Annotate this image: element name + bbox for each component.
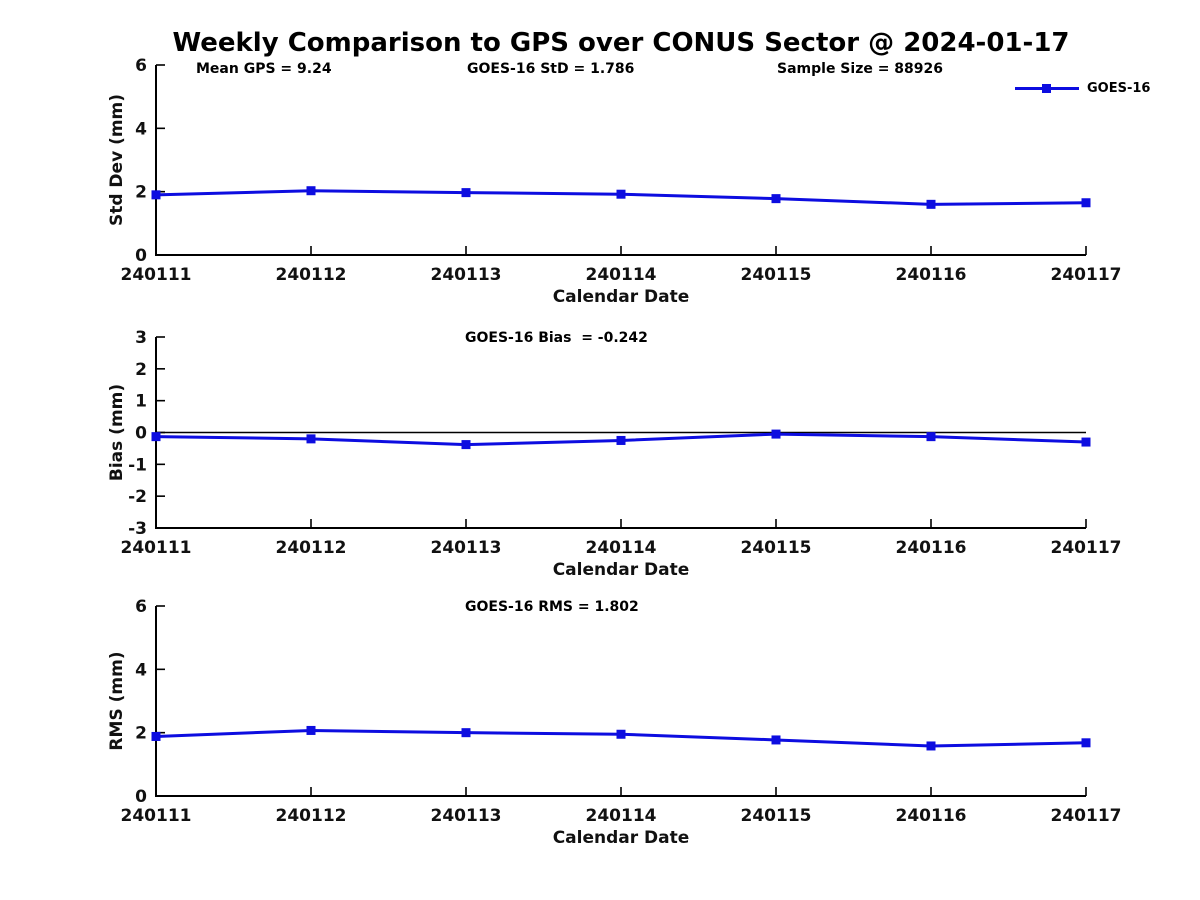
annotation-sample-size: Sample Size = 88926 [777,61,944,77]
annotation-goes16-std: GOES-16 StD = 1.786 [467,61,635,77]
y-tick-label: 3 [135,328,147,348]
data-point-marker [151,190,161,200]
data-point-marker [926,432,936,442]
data-point-marker [1081,738,1091,748]
data-point-marker [771,194,781,204]
y-tick-label: 2 [135,360,147,380]
data-point-marker [771,429,781,439]
y-tick-label: 6 [135,56,147,76]
data-point-marker [1081,437,1091,447]
chart-title: Weekly Comparison to GPS over CONUS Sect… [172,28,1070,58]
x-tick-label: 240116 [896,265,967,285]
y-tick-label: -1 [128,455,147,475]
subplot-1: 0 2 4 6 240111 240112 240113 240114 240115 240116… [107,56,1121,307]
data-point-marker [461,188,471,198]
x-tick-label: 240114 [586,265,657,285]
subplot-2: -3 -2 -1 0 1 2 3 240111 240112 240113 240114 240115… [107,328,1121,580]
data-point-marker [616,435,626,445]
x-tick-label: 240112 [276,806,347,826]
y-tick-label: 0 [135,787,147,807]
data-point-marker [926,741,936,751]
x-axis-label: Calendar Date [553,287,690,307]
data-point-marker [151,731,161,741]
legend-line-sample-icon [1015,83,1079,93]
x-tick-label: 240111 [121,265,192,285]
axis-lines [155,606,1086,797]
data-point-marker [926,199,936,209]
data-point-marker [306,434,316,444]
data-point-marker [1081,198,1091,208]
y-tick-label: 2 [135,724,147,744]
legend-label: GOES-16 [1087,80,1151,96]
x-tick-label: 240113 [431,265,502,285]
data-point-marker [306,725,316,735]
x-axis-label: Calendar Date [553,828,690,848]
x-tick-label: 240117 [1051,538,1122,558]
y-axis-label: Std Dev (mm) [107,94,127,226]
x-tick-label: 240114 [586,538,657,558]
annotation-goes16-bias: GOES-16 Bias = -0.242 [465,330,648,346]
x-tick-label: 240112 [276,538,347,558]
x-tick-label: 240113 [431,806,502,826]
data-point-marker [616,729,626,739]
x-tick-label: 240113 [431,538,502,558]
subplot-3: 0 2 4 6 240111 240112 240113 240114 240115 240116… [107,597,1121,848]
x-tick-label: 240117 [1051,806,1122,826]
y-axis-label: Bias (mm) [107,384,127,481]
x-axis-label: Calendar Date [553,560,690,580]
annotation-mean-gps: Mean GPS = 9.24 [196,61,332,77]
legend-square-marker-icon [1042,83,1051,93]
y-tick-label: -2 [128,487,147,507]
data-point-marker [771,735,781,745]
data-point-marker [461,440,471,450]
y-tick-label: 2 [135,183,147,203]
data-point-marker [151,432,161,442]
annotation-goes16-rms: GOES-16 RMS = 1.802 [465,599,639,615]
x-tick-label: 240115 [741,265,812,285]
x-tick-label: 240114 [586,806,657,826]
y-tick-label: 4 [135,119,147,139]
x-tick-label: 240115 [741,806,812,826]
x-tick-label: 240111 [121,806,192,826]
x-tick-label: 240116 [896,806,967,826]
y-tick-label: 1 [135,392,147,412]
data-point-marker [461,728,471,738]
y-tick-label: 0 [135,246,147,266]
x-tick-label: 240112 [276,265,347,285]
legend: GOES-16 [1015,78,1150,98]
data-point-marker [306,186,316,196]
x-tick-label: 240116 [896,538,967,558]
data-point-marker [616,189,626,199]
y-tick-label: 4 [135,660,147,680]
y-tick-label: 0 [135,424,147,444]
y-axis-label: RMS (mm) [107,651,127,750]
y-tick-label: -3 [128,519,147,539]
x-tick-label: 240117 [1051,265,1122,285]
x-tick-label: 240115 [741,538,812,558]
y-tick-label: 6 [135,597,147,617]
axis-lines [155,65,1086,256]
x-tick-label: 240111 [121,538,192,558]
